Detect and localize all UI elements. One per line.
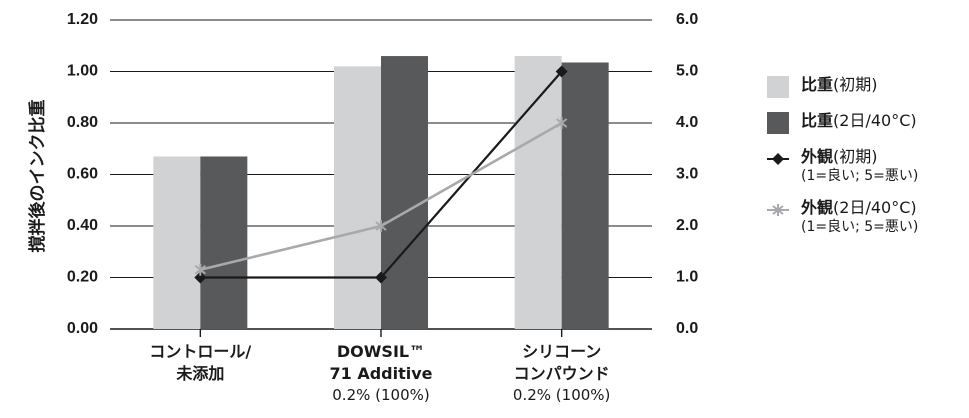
legend-item-line-initial: 外観(初期) (1=良い; 5=悪い) — [767, 147, 967, 185]
legend-label-suffix: (初期) — [833, 75, 878, 94]
diamond-marker — [555, 65, 568, 78]
legend-item-bar-2day: 比重(2日/40°C) — [767, 111, 967, 134]
legend: 比重(初期) 比重(2日/40°C) 外観(初期) (1=良い; 5=悪い) 外… — [767, 75, 967, 249]
category-labels: コントロール/未添加 DOWSIL™ 71 Additive 0.2% (100%) シ… — [149, 342, 610, 404]
bar-2day — [381, 56, 428, 330]
markers — [194, 65, 568, 284]
bar-initial — [514, 56, 562, 330]
y2-tick-label: 5.0 — [676, 63, 698, 80]
category-label: DOWSIL™ — [337, 342, 425, 361]
bar-2day — [200, 156, 248, 329]
y-tick-label: 0.40 — [67, 217, 98, 234]
legend-swatch-light-gray — [767, 76, 789, 98]
y2-tick-label: 4.0 — [676, 114, 698, 131]
y2-tick-label: 6.0 — [676, 11, 698, 28]
legend-swatch-dark-gray — [767, 112, 789, 134]
diamond-marker-icon — [767, 148, 789, 170]
legend-label: 外観 — [801, 147, 834, 166]
asterisk-marker — [375, 220, 387, 232]
tick-labels: 0.00 0.20 0.40 0.60 0.80 1.00 1.20 0.0 1.0 2.0 3.0… — [67, 11, 698, 337]
legend-note: (1=良い; 5=悪い) — [801, 219, 919, 235]
bar-initial — [153, 156, 201, 329]
legend-label: 比重 — [801, 111, 834, 130]
bar-2day — [561, 62, 609, 330]
y-axis-label: 撹拌後のインク比重 — [27, 100, 48, 253]
category-label: シリコーン — [522, 342, 601, 361]
y-tick-label: 1.00 — [67, 63, 98, 80]
category-label: 未添加 — [175, 364, 224, 383]
asterisk-marker — [194, 263, 206, 276]
category-label: 71 Additive — [329, 364, 432, 383]
y-tick-label: 0.00 — [67, 320, 98, 337]
diamond-marker — [375, 271, 387, 284]
y-tick-label: 0.20 — [67, 269, 98, 286]
legend-item-bar-initial: 比重(初期) — [767, 75, 967, 98]
y2-tick-label: 0.0 — [676, 320, 698, 337]
bars — [153, 56, 609, 330]
diamond-marker — [194, 271, 207, 284]
y-tick-label: 0.60 — [67, 166, 98, 183]
legend-item-line-2day: 外観(2日/40°C) (1=良い; 5=悪い) — [767, 198, 967, 236]
category-note: 0.2% (100%) — [332, 386, 429, 404]
legend-label: 外観 — [801, 198, 834, 217]
category-note: 0.2% (100%) — [513, 386, 610, 404]
y2-tick-label: 3.0 — [676, 166, 698, 183]
legend-label: 比重 — [801, 75, 834, 94]
category-label: コンパウンド — [514, 364, 610, 383]
asterisk-marker-icon — [767, 199, 789, 221]
category-label: コントロール/ — [149, 342, 251, 361]
bar-initial — [334, 66, 381, 329]
legend-label-suffix: (初期) — [833, 147, 878, 166]
y-tick-label: 1.20 — [67, 11, 98, 28]
y2-tick-label: 1.0 — [676, 269, 698, 286]
asterisk-marker — [556, 117, 568, 129]
y-tick-label: 0.80 — [67, 114, 98, 131]
legend-note: (1=良い; 5=悪い) — [801, 168, 919, 184]
legend-label-suffix: (2日/40°C) — [833, 198, 917, 217]
y2-tick-label: 2.0 — [676, 217, 698, 234]
legend-label-suffix: (2日/40°C) — [833, 111, 917, 130]
